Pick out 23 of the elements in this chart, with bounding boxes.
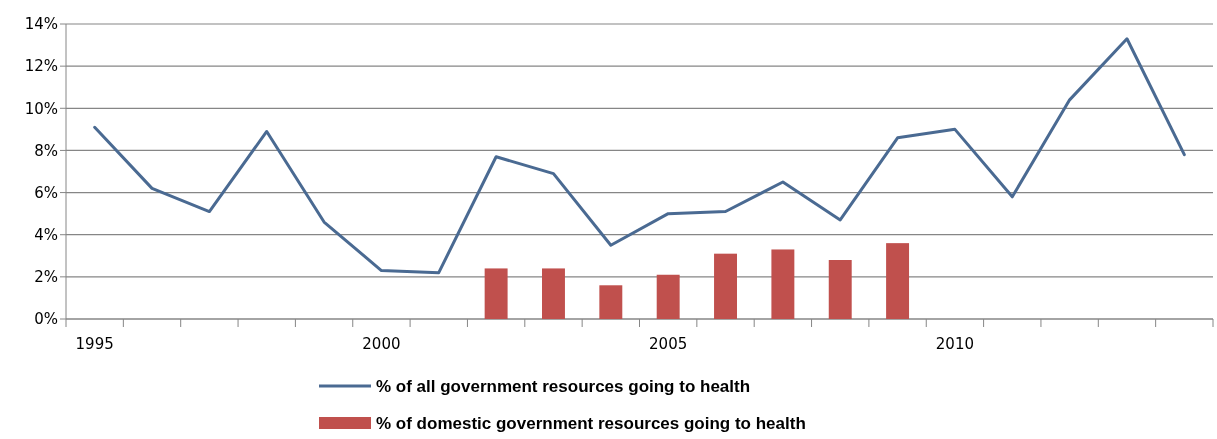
bar xyxy=(828,260,852,319)
bar xyxy=(771,249,795,319)
y-tick-label: 2% xyxy=(34,268,58,287)
legend-label: % of domestic government resources going to health xyxy=(376,413,806,433)
y-tick-label: 0% xyxy=(34,310,58,329)
bar xyxy=(714,253,737,319)
y-tick-label: 8% xyxy=(34,141,58,160)
y-tick-label: 4% xyxy=(34,225,58,244)
bar xyxy=(484,268,508,319)
y-tick-label: 12% xyxy=(24,57,58,76)
y-tick-label: 14% xyxy=(24,15,58,34)
y-tick-label: 10% xyxy=(24,99,58,118)
x-tick-label: 2010 xyxy=(935,335,975,353)
bar xyxy=(599,285,623,319)
legend-label: % of all government resources going to health xyxy=(376,376,751,396)
line-series xyxy=(93,37,1186,275)
bar xyxy=(886,243,910,319)
x-tick-label: 1995 xyxy=(75,335,114,353)
x-tick-label: 2005 xyxy=(649,335,688,353)
bar xyxy=(542,268,565,319)
bar xyxy=(656,274,680,319)
y-tick-label: 6% xyxy=(34,183,58,202)
x-tick-label: 2000 xyxy=(362,335,401,353)
